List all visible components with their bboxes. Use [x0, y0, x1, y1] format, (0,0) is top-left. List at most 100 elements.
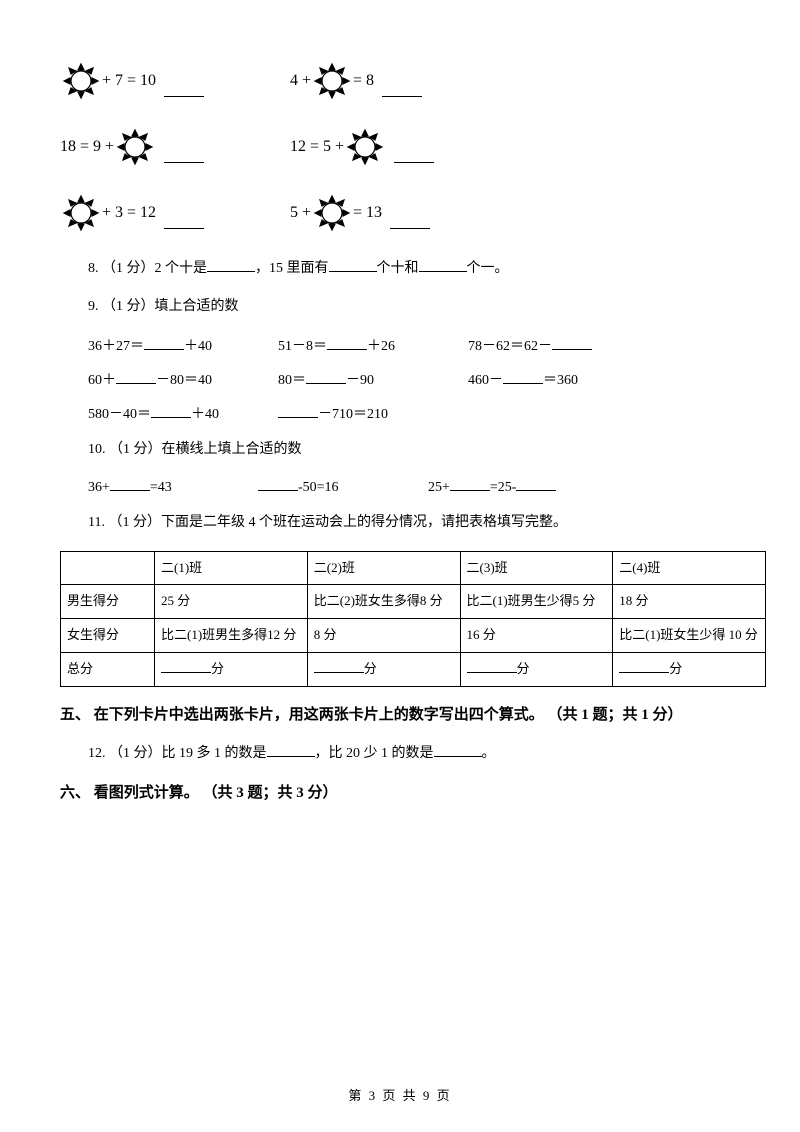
- row-label: 男生得分: [61, 585, 155, 619]
- q8-mid1: ，15 里面有: [255, 261, 329, 276]
- eq-text: + 7 = 10: [102, 72, 156, 90]
- answer-blank: [258, 477, 298, 491]
- table-header-row: 二(1)班 二(2)班 二(3)班 二(4)班: [61, 551, 766, 585]
- pre: 36+: [88, 480, 110, 495]
- q12-end: 。: [482, 746, 496, 761]
- answer-blank: [164, 228, 204, 229]
- answer-blank: [434, 743, 482, 757]
- cell: 比二(1)班女生少得 10 分: [613, 619, 766, 653]
- eq-prefix: 5 +: [290, 204, 311, 222]
- pre: 36＋27＝: [88, 339, 144, 354]
- answer-blank: [207, 258, 255, 272]
- answer-blank: [278, 404, 318, 418]
- q10-0-1: -50=16: [258, 477, 428, 496]
- eq-prefix: 12 = 5 +: [290, 138, 344, 156]
- q9-2-0: 580－40＝＋40: [88, 403, 278, 423]
- answer-blank: [164, 162, 204, 163]
- suffix: 分: [364, 661, 377, 676]
- table-total-row: 总分 分 分 分 分: [61, 652, 766, 686]
- eq-1-left: 18 = 9 +: [60, 126, 290, 168]
- answer-blank: [161, 660, 211, 673]
- eq-row-1: 18 = 9 + 12 = 5 +: [60, 126, 740, 168]
- q9-0-1: 51－8＝ ＋26: [278, 335, 468, 355]
- eq-text: = 13: [353, 204, 382, 222]
- answer-blank: [329, 258, 377, 272]
- sunflower-icon: [60, 60, 102, 102]
- post: =25-: [490, 480, 517, 495]
- q10-0-2: 25+ =25-: [428, 477, 556, 496]
- total-label: 总分: [61, 652, 155, 686]
- answer-blank: [267, 743, 315, 757]
- eq-row-0: + 7 = 10 4 + = 8: [60, 60, 740, 102]
- answer-blank: [116, 370, 156, 384]
- q8-end: 个一。: [467, 261, 509, 276]
- q12-pre: 12. （1 分）比 19 多 1 的数是: [88, 746, 267, 761]
- header-cell: 二(3)班: [460, 551, 613, 585]
- question-9-header: 9. （1 分）填上合适的数: [88, 296, 740, 318]
- q8-mid2: 个十和: [377, 261, 419, 276]
- post: ＋40: [184, 339, 212, 354]
- q9-0-2: 78－62＝62－: [468, 335, 592, 355]
- question-11-header: 11. （1 分）下面是二年级 4 个班在运动会上的得分情况，请把表格填写完整。: [88, 512, 740, 534]
- question-12: 12. （1 分）比 19 多 1 的数是 ，比 20 少 1 的数是 。: [88, 743, 740, 765]
- answer-blank: [450, 477, 490, 491]
- answer-blank: [164, 96, 204, 97]
- post: ＋40: [191, 407, 219, 422]
- answer-blank: [552, 336, 592, 350]
- q9-row-0: 36＋27＝ ＋40 51－8＝ ＋26 78－62＝62－: [88, 335, 740, 355]
- answer-blank: [110, 477, 150, 491]
- cell: 比二(2)班女生多得8 分: [307, 585, 460, 619]
- post: ＝360: [543, 373, 578, 388]
- pre: 78－62＝62－: [468, 339, 552, 354]
- post: ＋26: [367, 339, 395, 354]
- pre: 460－: [468, 373, 503, 388]
- eq-text: + 3 = 12: [102, 204, 156, 222]
- answer-blank: [327, 336, 367, 350]
- post: -50=16: [298, 480, 339, 495]
- total-cell: 分: [307, 652, 460, 686]
- sunflower-icon: [344, 126, 386, 168]
- answer-blank: [419, 258, 467, 272]
- eq-1-right: 12 = 5 +: [290, 126, 520, 168]
- page-root: + 7 = 10 4 + = 8 18 = 9 + 12 = 5 +: [0, 0, 800, 1132]
- answer-blank: [151, 404, 191, 418]
- cell: 25 分: [155, 585, 308, 619]
- answer-blank: [619, 660, 669, 673]
- q12-mid: ，比 20 少 1 的数是: [315, 746, 434, 761]
- total-cell: 分: [613, 652, 766, 686]
- answer-blank: [382, 96, 422, 97]
- header-cell: 二(1)班: [155, 551, 308, 585]
- table-row: 女生得分 比二(1)班男生多得12 分 8 分 16 分 比二(1)班女生少得 …: [61, 619, 766, 653]
- eq-2-left: + 3 = 12: [60, 192, 290, 234]
- answer-blank: [306, 370, 346, 384]
- eq-prefix: 4 +: [290, 72, 311, 90]
- answer-blank: [516, 477, 556, 491]
- table-row: 男生得分 25 分 比二(2)班女生多得8 分 比二(1)班男生少得5 分 18…: [61, 585, 766, 619]
- eq-0-left: + 7 = 10: [60, 60, 290, 102]
- pre: 25+: [428, 480, 450, 495]
- sunflower-icon: [311, 192, 353, 234]
- question-10-header: 10. （1 分）在横线上填上合适的数: [88, 439, 740, 461]
- eq-0-right: 4 + = 8: [290, 60, 520, 102]
- pre: 80＝: [278, 373, 306, 388]
- cell: 18 分: [613, 585, 766, 619]
- post: －90: [346, 373, 374, 388]
- sunflower-icon: [60, 192, 102, 234]
- header-cell: 二(4)班: [613, 551, 766, 585]
- eq-2-right: 5 + = 13: [290, 192, 520, 234]
- section-6-heading: 六、 看图列式计算。 （共 3 题；共 3 分）: [60, 781, 740, 805]
- q10-row-0: 36+ =43 -50=16 25+ =25-: [88, 477, 740, 496]
- answer-blank: [467, 660, 517, 673]
- section-5-heading: 五、 在下列卡片中选出两张卡片，用这两张卡片上的数字写出四个算式。 （共 1 题…: [60, 703, 740, 727]
- total-cell: 分: [155, 652, 308, 686]
- q9-row-1: 60＋－80＝40 80＝－90 460－＝360: [88, 369, 740, 389]
- q8-prefix: 8. （1 分）2 个十是: [88, 261, 207, 276]
- q9-1-1: 80＝ －90: [278, 369, 468, 389]
- eq-row-2: + 3 = 12 5 + = 13: [60, 192, 740, 234]
- post: =43: [150, 480, 172, 495]
- header-cell: [61, 551, 155, 585]
- pre: 51－8＝: [278, 339, 327, 354]
- page-footer: 第 3 页 共 9 页: [0, 1085, 800, 1104]
- eq-text: = 8: [353, 72, 374, 90]
- answer-blank: [394, 162, 434, 163]
